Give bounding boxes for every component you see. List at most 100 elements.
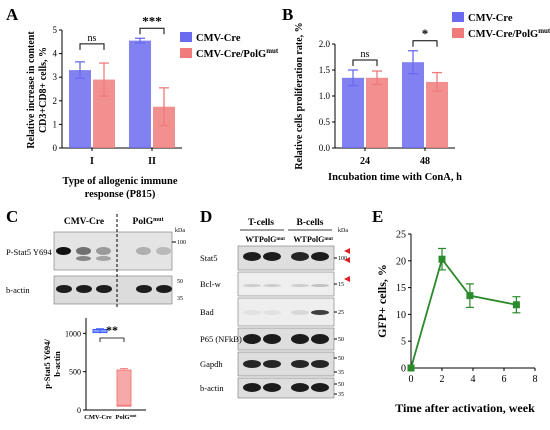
marker-label: 50 [338,356,344,362]
band [263,252,281,261]
marker-label: 50 [338,337,344,343]
band [263,310,281,315]
y-tick-label: 1.0 [319,91,331,101]
y-tick-label: 10 [396,310,406,321]
bar [93,79,115,148]
band [136,285,152,293]
blot-group-label-t-cells: T-cells [248,218,274,228]
marker-label: 50 [177,279,183,285]
band [243,252,261,261]
significance-label: ** [106,323,118,337]
red-arrow-icon [344,248,350,254]
x-axis-label: Type of allogenic immune response (P815) [62,176,177,200]
lane-label: PolGmut [259,235,285,244]
legend-label: CMV-Cre/PolGmut [196,47,279,60]
band [291,284,309,287]
band [76,247,91,255]
y-tick-label: 0.0 [319,143,331,153]
blot-group-label-cmv-cre: CMV-Cre [64,217,104,227]
panel-letter-c: C [6,207,18,226]
lane-label: WT [293,235,307,244]
band [243,310,261,315]
panel-a-legend: CMV-Cre CMV-Cre/PolGmut [180,32,279,60]
y-tick-label: 1000 [65,329,81,338]
y-tick-label: 1 [53,119,58,129]
bar [366,77,388,148]
panel-c: C CMV-Cre PolGmut kDa P-Stat5 Y694 100 b-acti… [6,207,186,421]
band [243,360,261,368]
significance-bracket [352,59,378,66]
blot-row-label: P65 (NFkB) [200,334,242,344]
marker-label: 50 [338,382,344,388]
x-tick-label: CMV-Cre [84,414,112,421]
significance-label: ns [361,49,370,60]
significance-label: * [422,26,429,41]
band [311,310,329,315]
bar [426,81,448,148]
blot-row-label: Bcl-w [200,279,222,289]
marker-label: 35 [338,392,344,398]
blot-row-label: Gapdh [200,359,223,369]
y-tick-label: 1.5 [319,65,331,75]
marker-label: 15 [338,282,344,288]
band [311,284,329,287]
bar [342,77,364,148]
bar [69,70,91,148]
panel-a-plot: 0 1 2 3 4 5 Ins II *** Relative increase in conte… [26,13,182,200]
y-axis-label: GFP+ cells, % [375,264,389,338]
legend-label: CMV-Cre [196,33,241,44]
y-tick-label: 0.5 [319,117,331,127]
band [96,247,111,255]
blot-row-label: P-Stat5 Y694 [6,247,52,257]
legend-swatch [180,48,192,58]
y-tick-label: 4 [53,49,58,59]
band [96,285,112,293]
marker-label: 35 [177,296,183,302]
band [311,383,329,392]
y-tick-label: 0 [53,143,58,153]
y-tick-label: 5 [401,337,406,348]
x-tick-label: 24 [360,156,370,167]
panel-letter-e: E [372,207,383,226]
x-tick-label: 2 [440,374,445,385]
blot-row-label: b-actin [6,285,30,295]
y-tick-label: 3 [53,72,58,82]
panel-letter-a: A [6,5,19,24]
y-tick-label: 0 [77,406,81,415]
lane-label: WT [245,235,259,244]
x-tick-label: PolGmut [116,413,138,422]
x-tick-label: 8 [533,374,538,385]
legend-swatch [452,12,464,22]
data-point [407,364,415,372]
blot-group-label-polg: PolGmut [133,217,164,227]
y-axis-label: Relative increase in contentCD3+CD8+ cel… [26,31,49,149]
y-tick-label: 20 [396,256,406,267]
band [291,252,309,261]
x-tick-label: I [90,156,94,167]
y-tick-label: 0 [401,364,406,375]
panel-b-plot: 0.0 0.5 1.0 1.5 2.0 24 ns 48 * Relative cells pro… [294,22,462,183]
band [56,247,71,255]
x-axis-label: Time after activation, week [395,401,535,415]
band [156,247,171,255]
marker-label: 100 [338,256,347,262]
data-point [438,255,446,263]
band [291,310,309,315]
data-point [466,292,474,300]
band [136,247,151,255]
y-tick-label: 15 [396,283,406,294]
band [156,285,172,293]
lane-label: PolGmut [307,235,333,244]
band [291,360,309,368]
band [311,360,329,368]
y-tick-label: 25 [396,230,406,241]
significance-bracket [99,337,125,342]
marker-label: 25 [338,310,344,316]
panel-e-plot: 0 5 10 15 20 25 0 2 4 6 8 GFP+ cells, % Time after a… [375,230,538,416]
marker-label: 100 [177,240,186,246]
panel-b: B 0.0 0.5 1.0 1.5 2.0 24 ns 48 * Relative cells p… [282,5,550,183]
band [291,334,309,344]
